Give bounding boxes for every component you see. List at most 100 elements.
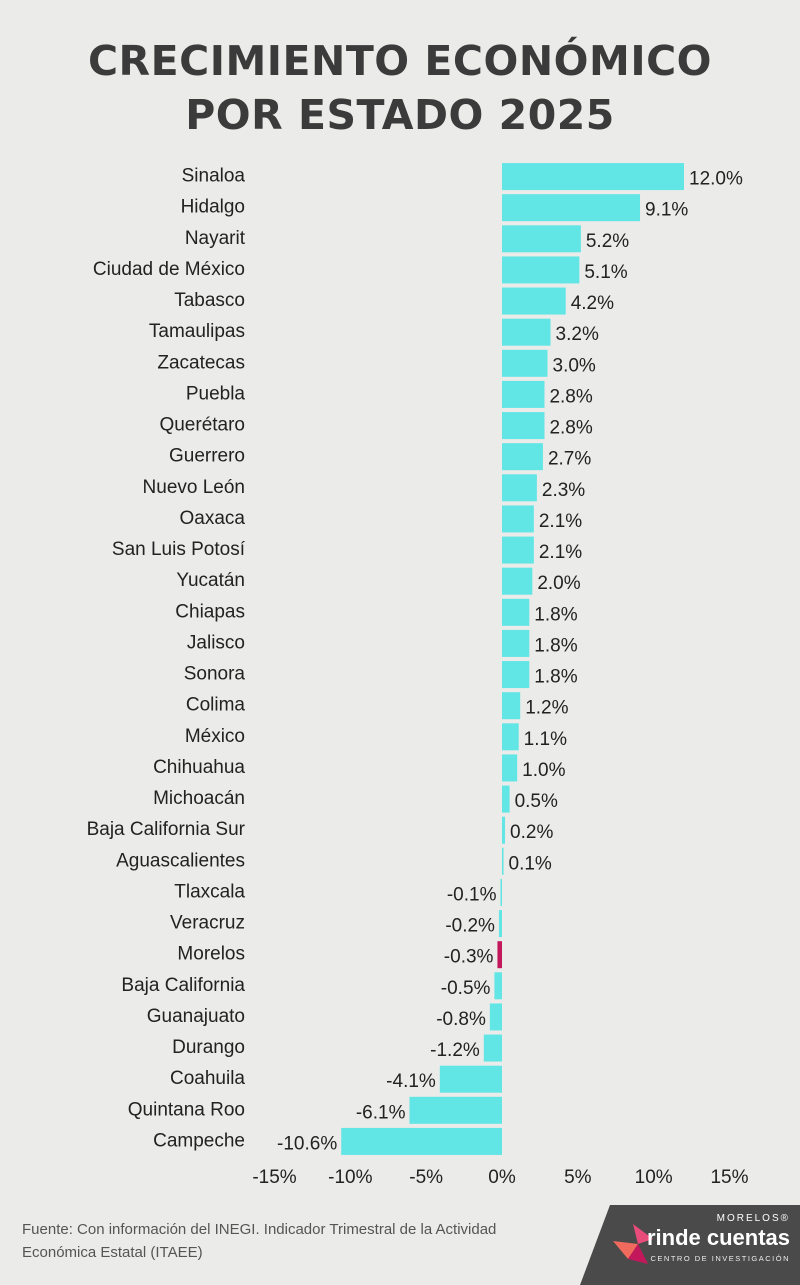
logo-top: MORELOS® <box>716 1213 790 1224</box>
y-tick-label: Veracruz <box>170 913 245 934</box>
bar <box>498 910 502 938</box>
y-tick-label: Baja California Sur <box>87 819 246 840</box>
y-tick-label: Yucatán <box>176 570 245 591</box>
bar <box>489 1003 502 1031</box>
value-label: 1.8% <box>534 635 577 656</box>
value-label: 1.2% <box>525 698 568 719</box>
bar <box>497 941 502 969</box>
value-label: 1.8% <box>534 667 577 688</box>
value-label: -1.2% <box>430 1040 480 1061</box>
bar <box>502 847 504 875</box>
value-label: -6.1% <box>356 1102 406 1123</box>
bar <box>439 1065 502 1093</box>
value-label: 1.8% <box>534 604 577 625</box>
y-tick-label: Michoacán <box>153 788 245 809</box>
x-tick-label: 10% <box>635 1167 673 1188</box>
y-tick-label: Jalisco <box>187 632 245 653</box>
y-tick-label: Sinaloa <box>182 166 246 187</box>
bar <box>502 754 518 782</box>
bar <box>502 380 545 408</box>
y-tick-label: Nuevo León <box>143 477 245 498</box>
bar <box>500 878 502 906</box>
value-label: 2.1% <box>539 511 582 532</box>
bar <box>502 785 510 813</box>
x-tick-label: 5% <box>564 1167 592 1188</box>
bar <box>502 692 521 720</box>
value-label: 5.2% <box>586 231 629 252</box>
value-label: 2.7% <box>548 449 591 470</box>
bar <box>502 723 519 751</box>
value-label: -0.8% <box>436 1009 486 1030</box>
logo-mark <box>613 1224 653 1264</box>
bar <box>502 505 534 533</box>
y-tick-label: Baja California <box>121 975 245 996</box>
y-tick-label: Querétaro <box>159 415 245 436</box>
value-label: 9.1% <box>645 200 688 221</box>
value-label: 2.1% <box>539 542 582 563</box>
y-tick-label: Colima <box>186 695 246 716</box>
y-tick-label: Aguascalientes <box>116 850 245 871</box>
value-label: 2.8% <box>549 386 592 407</box>
value-label: 4.2% <box>571 293 614 314</box>
y-tick-label: Sonora <box>184 664 246 685</box>
value-label: 2.0% <box>537 573 580 594</box>
value-label: -0.3% <box>444 947 494 968</box>
x-tick-label: 15% <box>710 1167 748 1188</box>
y-tick-label: San Luis Potosí <box>112 539 246 560</box>
bar <box>494 972 502 1000</box>
y-tick-label: Durango <box>172 1037 245 1058</box>
value-label: 3.0% <box>553 355 596 376</box>
logo-name: rinde cuentas <box>646 1225 790 1250</box>
y-tick-label: Ciudad de México <box>93 259 245 280</box>
y-tick-label: Tabasco <box>174 290 245 311</box>
chart-title: CRECIMIENTO ECONÓMICO POR ESTADO 2025 <box>87 37 713 139</box>
y-tick-label: Guerrero <box>169 446 245 467</box>
bar <box>502 194 641 222</box>
value-label: 3.2% <box>556 324 599 345</box>
value-label: 0.2% <box>510 822 553 843</box>
bar <box>483 1034 502 1062</box>
bar <box>502 567 533 595</box>
value-label: 1.1% <box>524 729 567 750</box>
bar <box>502 474 537 502</box>
y-tick-label: Oaxaca <box>180 508 246 529</box>
value-label: -10.6% <box>277 1133 337 1154</box>
value-label: 2.8% <box>549 418 592 439</box>
source-note: Fuente: Con información del INEGI. Indic… <box>22 1221 497 1261</box>
y-tick-label: Nayarit <box>185 228 246 249</box>
y-tick-label: Coahuila <box>170 1068 245 1089</box>
y-tick-label: México <box>185 726 245 747</box>
bar <box>502 225 581 253</box>
bar <box>502 163 684 191</box>
chart: -15% -10% -5% 0% 5% 10% 15% Sinaloa 12.0% Hidalgo… <box>87 163 749 1188</box>
y-tick-label: Zacatecas <box>157 352 245 373</box>
value-label: -4.1% <box>386 1071 436 1092</box>
bar <box>502 816 506 844</box>
y-tick-label: Morelos <box>177 944 245 965</box>
bar <box>502 536 534 564</box>
bar <box>502 349 548 377</box>
value-label: 5.1% <box>584 262 627 283</box>
value-label: 1.0% <box>522 760 565 781</box>
x-tick-label: -5% <box>409 1167 443 1188</box>
bar <box>502 598 530 626</box>
bar <box>502 287 566 315</box>
value-label: -0.2% <box>445 916 495 937</box>
y-tick-label: Tlaxcala <box>174 881 245 902</box>
x-tick-label: -10% <box>328 1167 372 1188</box>
value-label: 0.1% <box>509 853 552 874</box>
bar <box>502 661 530 689</box>
value-label: -0.1% <box>447 884 497 905</box>
y-tick-label: Guanajuato <box>147 1006 245 1027</box>
bar <box>502 412 545 440</box>
logo: MORELOS® rinde cuentas CENTRO DE INVESTI… <box>580 1205 800 1285</box>
value-label: 2.3% <box>542 480 585 501</box>
value-label: -0.5% <box>441 978 491 999</box>
bar <box>341 1127 502 1155</box>
x-tick-label: -15% <box>252 1167 296 1188</box>
bar <box>502 256 580 284</box>
value-label: 12.0% <box>689 169 743 190</box>
bar <box>502 629 530 657</box>
